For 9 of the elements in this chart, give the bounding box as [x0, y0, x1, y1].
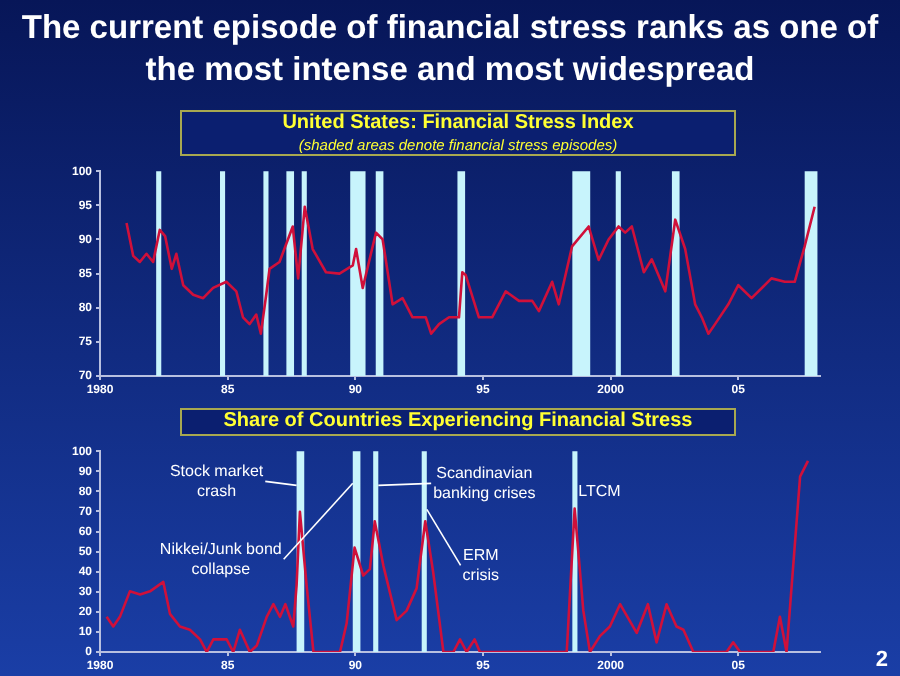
annotation: ERM crisis [462, 545, 500, 584]
chart-title: United States: Financial Stress Index [280, 112, 636, 136]
annotation: Nikkei/Junk bond collapse [159, 539, 282, 578]
text: The current episode of financial stress ranks as one of the most intense and most widespread [20, 8, 880, 92]
chart-title: Share of Countries Experiencing Financial Stress [182, 410, 734, 434]
annotation: LTCM [578, 481, 622, 500]
annotation: Stock market crash [169, 461, 265, 500]
text: 2 [875, 648, 888, 672]
annotation: Scandinavian banking crises [433, 463, 536, 502]
